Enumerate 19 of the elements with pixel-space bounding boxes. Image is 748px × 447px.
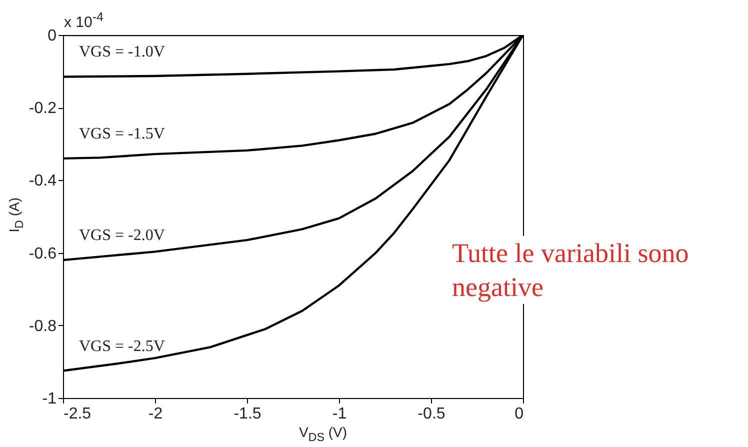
- x-tick-label: 0: [514, 406, 524, 422]
- y-tick-label: -1: [42, 390, 57, 408]
- x-tick-label: -1: [332, 406, 347, 422]
- y-tick-label: -0.2: [28, 100, 57, 118]
- series-label: VGS = -2.0V: [79, 227, 166, 244]
- x-tick-label: -1.5: [234, 406, 262, 422]
- y-tick-label: 0: [48, 28, 57, 44]
- x-tick-label: -2.5: [64, 406, 92, 422]
- y-tick-label: -0.8: [28, 318, 57, 335]
- x-axis-title: V$_{DS}$ (V): [298, 424, 348, 444]
- series-label: VGS = -1.0V: [79, 44, 166, 61]
- y-tick-label: -0.6: [28, 245, 57, 262]
- x-tick-label: -0.5: [418, 406, 446, 422]
- series-label: VGS = -2.5V: [79, 338, 166, 355]
- text: x 10$^{-4}$: [64, 10, 104, 31]
- y-tick-label: -0.4: [28, 172, 57, 190]
- series-label: VGS = -1.5V: [79, 125, 166, 142]
- x-tick-label: -2: [148, 406, 163, 422]
- annotation: Tutte le variabili sono negative: [452, 236, 742, 304]
